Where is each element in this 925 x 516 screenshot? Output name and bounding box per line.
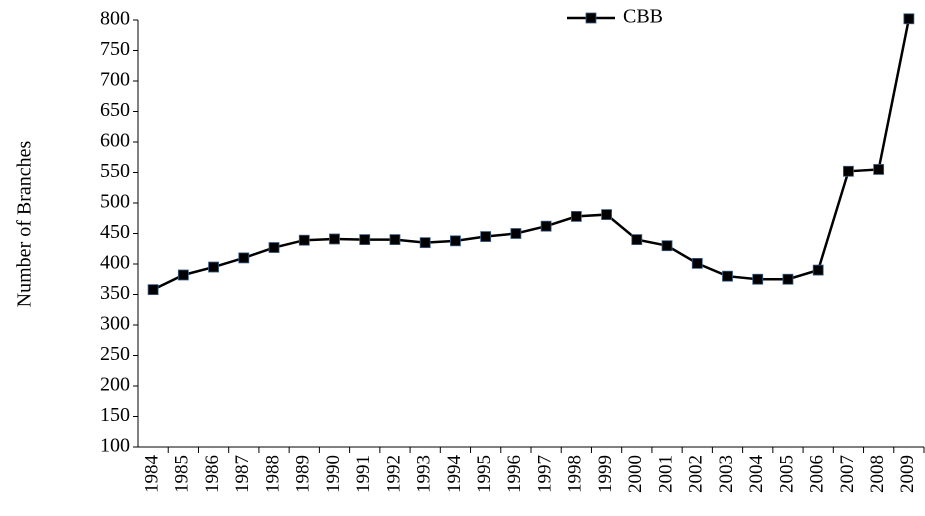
y-tick-label: 400 bbox=[100, 252, 130, 274]
marker bbox=[601, 209, 612, 220]
x-tick-label: 2007 bbox=[837, 455, 858, 493]
x-tick-label: 2005 bbox=[776, 455, 797, 493]
y-tick-label: 800 bbox=[100, 8, 130, 30]
marker bbox=[752, 273, 764, 285]
y-tick-label: 500 bbox=[100, 191, 130, 213]
y-axis-label: Number of Branches bbox=[14, 140, 36, 307]
marker bbox=[359, 234, 371, 246]
x-tick-label: 2004 bbox=[746, 455, 767, 494]
y-tick-label: 200 bbox=[100, 374, 130, 396]
x-tick-label: 1991 bbox=[353, 455, 374, 493]
x-tick-label: 1999 bbox=[595, 455, 616, 493]
y-tick-label: 700 bbox=[100, 69, 130, 91]
marker bbox=[722, 270, 733, 282]
y-tick-label: 450 bbox=[100, 221, 130, 243]
marker bbox=[812, 264, 824, 276]
marker bbox=[208, 261, 219, 273]
x-tick-label: 1987 bbox=[232, 455, 253, 493]
x-tick-label: 1985 bbox=[172, 455, 193, 493]
y-tick-label: 350 bbox=[100, 282, 130, 304]
marker bbox=[177, 269, 189, 281]
x-tick-label: 1997 bbox=[534, 455, 555, 493]
x-tick-label: 1990 bbox=[323, 455, 344, 493]
marker bbox=[570, 211, 582, 222]
marker bbox=[419, 237, 431, 249]
x-tick-label: 1998 bbox=[565, 455, 586, 493]
legend-label: CBB bbox=[623, 6, 663, 28]
x-tick-label: 1995 bbox=[474, 455, 495, 493]
x-tick-label: 1984 bbox=[141, 455, 162, 494]
y-tick-label: 100 bbox=[100, 435, 130, 457]
marker bbox=[147, 284, 159, 296]
legend-marker bbox=[585, 12, 597, 24]
x-tick-label: 1986 bbox=[202, 455, 223, 493]
marker bbox=[298, 234, 310, 246]
x-tick-label: 2008 bbox=[867, 455, 888, 493]
y-tick-label: 550 bbox=[100, 160, 130, 182]
x-tick-label: 1993 bbox=[414, 455, 435, 493]
marker bbox=[510, 228, 522, 239]
y-tick-label: 600 bbox=[100, 130, 130, 152]
line bbox=[152, 18, 911, 291]
y-tick-label: 650 bbox=[100, 99, 130, 121]
marker bbox=[238, 252, 250, 264]
x-tick-label: 2001 bbox=[655, 455, 676, 493]
y-tick-label: 250 bbox=[100, 343, 130, 365]
x-tick-label: 1994 bbox=[444, 455, 465, 494]
x-tick-label: 1989 bbox=[293, 455, 314, 493]
x-tick-label: 2006 bbox=[807, 455, 828, 493]
marker bbox=[389, 234, 401, 246]
x-tick-label: 2000 bbox=[625, 455, 646, 493]
y-tick-label: 150 bbox=[100, 404, 130, 426]
marker bbox=[329, 233, 340, 245]
marker bbox=[450, 235, 461, 247]
y-tick-label: 750 bbox=[100, 38, 130, 60]
marker bbox=[631, 234, 643, 246]
y-tick-label: 300 bbox=[100, 313, 130, 335]
marker bbox=[661, 240, 673, 252]
x-tick-label: 2009 bbox=[897, 455, 918, 493]
marker bbox=[782, 273, 794, 285]
marker bbox=[903, 13, 915, 25]
marker bbox=[480, 231, 492, 242]
x-tick-label: 2002 bbox=[686, 455, 707, 493]
marker bbox=[873, 164, 885, 175]
marker bbox=[268, 242, 280, 253]
marker bbox=[540, 220, 552, 232]
x-tick-label: 1988 bbox=[262, 455, 283, 493]
x-tick-label: 1996 bbox=[504, 455, 525, 493]
marker bbox=[843, 165, 854, 177]
x-tick-label: 1992 bbox=[383, 455, 404, 493]
marker bbox=[691, 257, 703, 269]
x-tick-label: 2003 bbox=[716, 455, 737, 493]
